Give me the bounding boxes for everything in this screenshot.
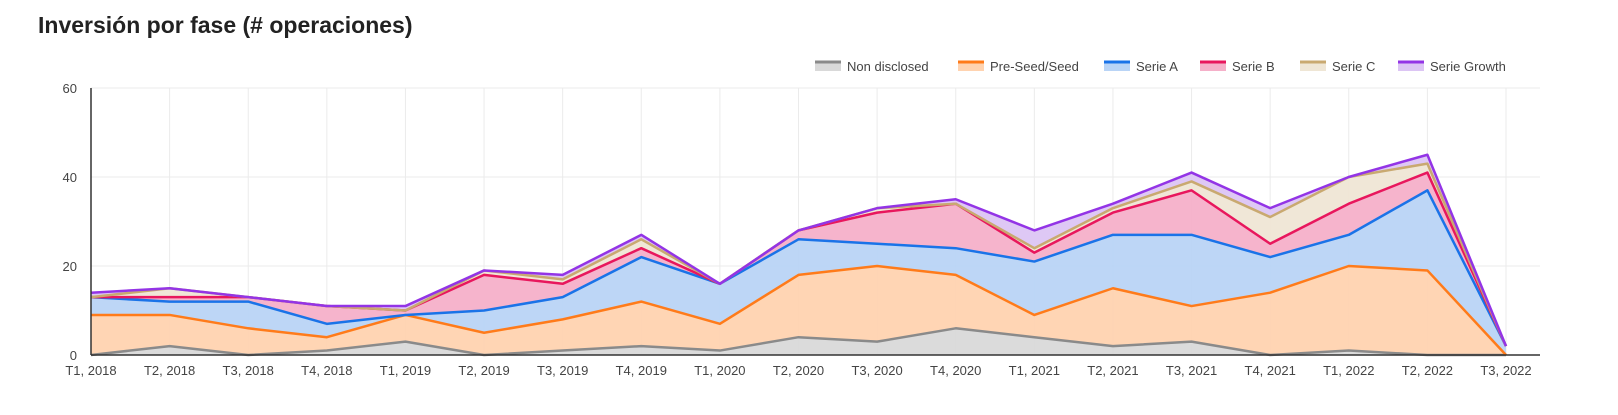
- x-tick-label: T4, 2021: [1245, 363, 1296, 378]
- y-tick-label: 0: [70, 348, 77, 363]
- legend-swatch-0: [815, 61, 841, 71]
- x-tick-label: T4, 2019: [616, 363, 667, 378]
- chart-title: Inversión por fase (# operaciones): [38, 12, 413, 38]
- x-tick-label: T3, 2021: [1166, 363, 1217, 378]
- x-tick-label: T1, 2022: [1323, 363, 1374, 378]
- x-tick-label: T3, 2019: [537, 363, 588, 378]
- x-tick-label: T2, 2022: [1402, 363, 1453, 378]
- legend-swatch-3: [1200, 61, 1226, 71]
- legend-label-5: Serie Growth: [1430, 59, 1506, 74]
- x-tick-label: T4, 2018: [301, 363, 352, 378]
- x-tick-label: T3, 2020: [851, 363, 902, 378]
- y-tick-label: 60: [63, 81, 77, 96]
- series-line-5: [90, 153, 1508, 347]
- legend-label-4: Serie C: [1332, 59, 1375, 74]
- y-tick-label: 40: [63, 170, 77, 185]
- legend-swatch-2: [1104, 61, 1130, 71]
- legend-label-3: Serie B: [1232, 59, 1275, 74]
- x-tick-label: T1, 2018: [65, 363, 116, 378]
- legend-label-1: Pre-Seed/Seed: [990, 59, 1079, 74]
- series-line-2: [90, 189, 1508, 347]
- area-4: [91, 163, 1506, 347]
- legend-label-2: Serie A: [1136, 59, 1178, 74]
- x-tick-label: T3, 2022: [1480, 363, 1531, 378]
- x-tick-label: T2, 2019: [458, 363, 509, 378]
- series-line-1: [91, 264, 1507, 356]
- area-1: [91, 266, 1506, 355]
- legend-swatch-5: [1398, 61, 1424, 71]
- x-tick-label: T2, 2018: [144, 363, 195, 378]
- x-tick-label: T1, 2019: [380, 363, 431, 378]
- y-tick-label: 20: [63, 259, 77, 274]
- legend-swatch-4: [1300, 61, 1326, 71]
- x-tick-label: T4, 2020: [930, 363, 981, 378]
- legend-label-0: Non disclosed: [847, 59, 929, 74]
- x-tick-label: T3, 2018: [223, 363, 274, 378]
- x-tick-label: T2, 2021: [1087, 363, 1138, 378]
- area-3: [91, 172, 1506, 347]
- x-tick-label: T1, 2020: [694, 363, 745, 378]
- legend-swatch-1: [958, 61, 984, 71]
- x-tick-label: T2, 2020: [773, 363, 824, 378]
- x-tick-label: T1, 2021: [1009, 363, 1060, 378]
